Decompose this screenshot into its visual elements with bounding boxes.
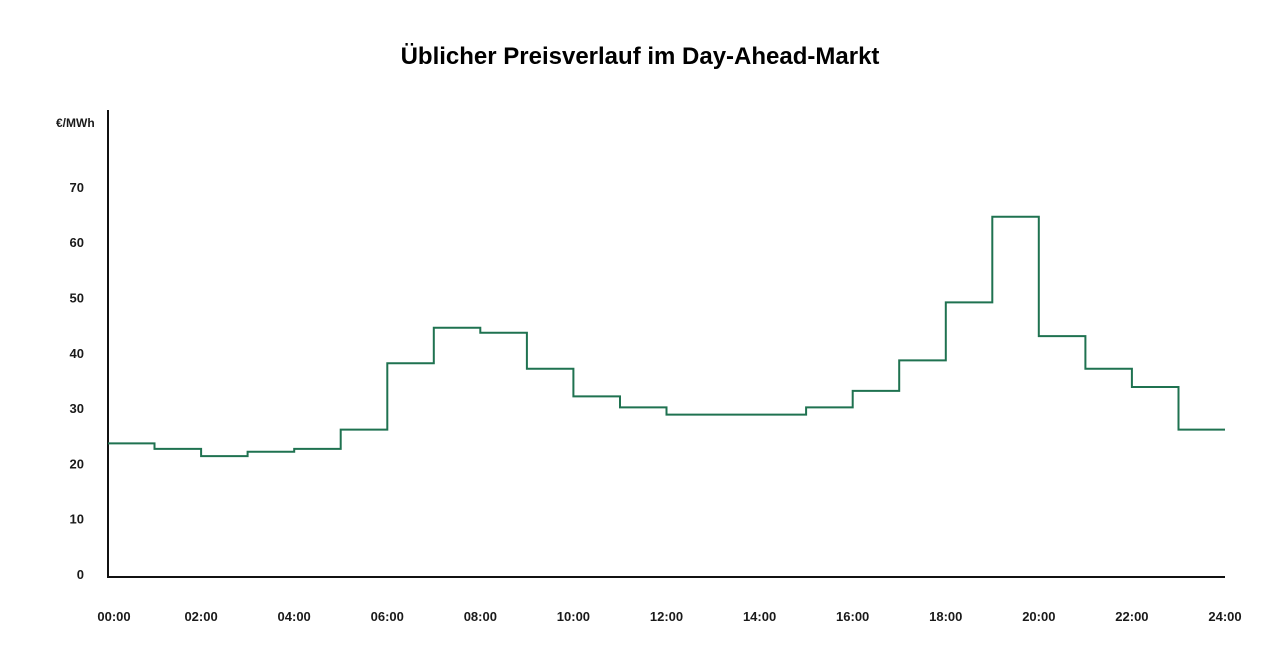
y-tick-label: 50 bbox=[70, 291, 84, 306]
x-tick-label: 24:00 bbox=[1208, 609, 1241, 624]
x-axis-ticks: 00:00 02:00 04:00 06:00 08:00 10:00 12:00 14:00… bbox=[97, 609, 1241, 624]
x-tick-label: 00:00 bbox=[97, 609, 130, 624]
x-tick-label: 16:00 bbox=[836, 609, 869, 624]
y-tick-label: 30 bbox=[70, 401, 84, 416]
chart-title: Üblicher Preisverlauf im Day-Ahead-Markt bbox=[401, 43, 880, 70]
x-tick-label: 10:00 bbox=[557, 609, 590, 624]
y-tick-label: 40 bbox=[70, 346, 84, 361]
y-tick-label: 0 bbox=[77, 567, 84, 582]
y-tick-label: 70 bbox=[70, 180, 84, 195]
x-tick-label: 18:00 bbox=[929, 609, 962, 624]
y-tick-label: 60 bbox=[70, 235, 84, 250]
x-tick-label: 08:00 bbox=[464, 609, 497, 624]
series-price-line bbox=[108, 215, 1225, 458]
x-tick-label: 12:00 bbox=[650, 609, 683, 624]
x-tick-label: 06:00 bbox=[371, 609, 404, 624]
x-tick-label: 04:00 bbox=[278, 609, 311, 624]
y-axis-ticks: 0 10 20 30 40 50 60 70 bbox=[70, 180, 84, 582]
y-tick-label: 20 bbox=[70, 456, 84, 471]
x-tick-label: 20:00 bbox=[1022, 609, 1055, 624]
x-tick-label: 02:00 bbox=[184, 609, 217, 624]
y-axis-unit-label: €/MWh bbox=[56, 116, 95, 130]
x-tick-label: 14:00 bbox=[743, 609, 776, 624]
y-tick-label: 10 bbox=[70, 512, 84, 527]
x-tick-label: 22:00 bbox=[1115, 609, 1148, 624]
